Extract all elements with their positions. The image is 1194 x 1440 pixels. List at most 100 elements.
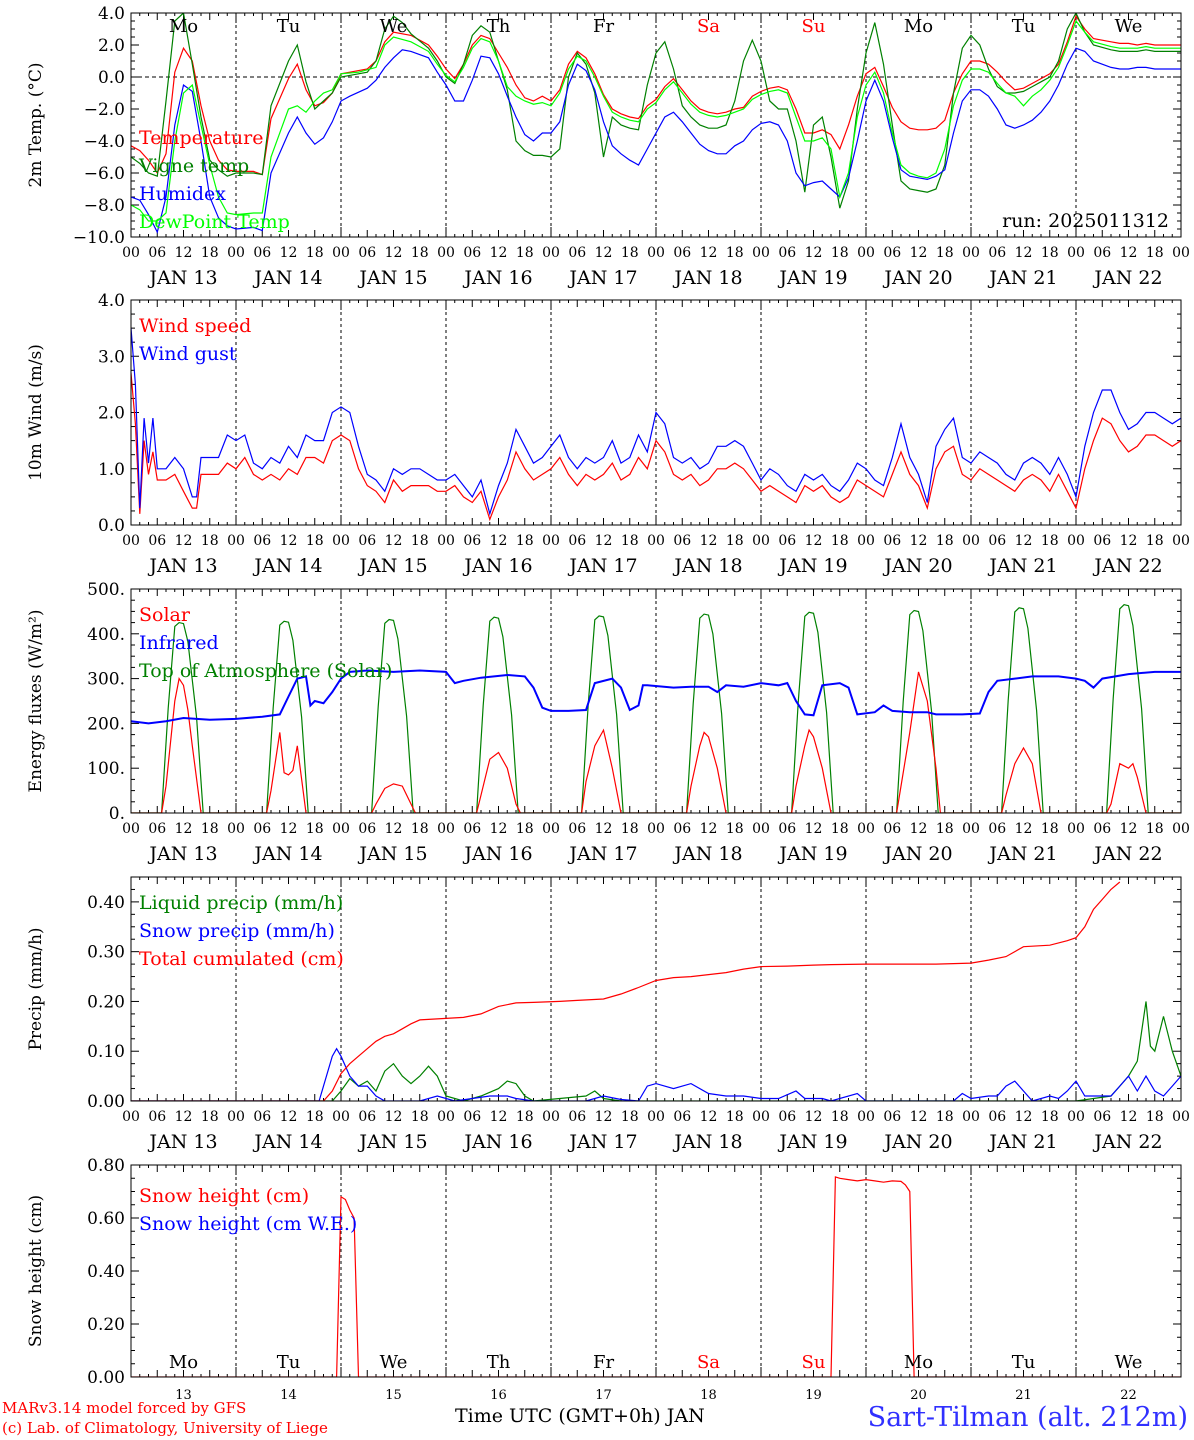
hour-tick-label: 00 (122, 1109, 140, 1125)
y-tick-label: −10.0 (73, 228, 125, 248)
date-label: JAN 13 (147, 555, 217, 577)
day-number: 14 (280, 1388, 297, 1403)
weekday-label: Mo (169, 16, 198, 37)
y-tick-label: 4.0 (98, 4, 125, 24)
legend-entry: DewPoint Temp (139, 211, 290, 233)
hour-tick-label: 00 (1172, 821, 1190, 837)
date-label: JAN 18 (672, 843, 742, 865)
y-tick-label: 3.0 (98, 347, 125, 367)
legend-entry: Temperature (139, 127, 263, 149)
hour-tick-label: 06 (988, 821, 1006, 837)
weekday-label: Tu (1012, 16, 1036, 37)
hour-tick-label: 00 (752, 821, 770, 837)
hour-tick-label: 06 (673, 1109, 691, 1125)
hour-tick-label: 18 (1041, 533, 1059, 549)
date-label: JAN 22 (1092, 1131, 1162, 1153)
hour-tick-label: 06 (883, 1109, 901, 1125)
hour-tick-label: 12 (175, 533, 193, 549)
hour-tick-label: 18 (831, 1109, 849, 1125)
y-tick-label: −4.0 (84, 132, 125, 152)
series-line-wind-speed (131, 373, 1181, 522)
hour-tick-label: 06 (778, 821, 796, 837)
date-label: JAN 22 (1092, 267, 1162, 289)
hour-tick-label: 18 (516, 245, 534, 261)
hour-tick-label: 18 (621, 1109, 639, 1125)
hour-tick-label: 12 (1120, 245, 1138, 261)
series-line-solar (131, 671, 1181, 813)
hour-tick-label: 12 (1015, 533, 1033, 549)
hour-tick-label: 06 (463, 821, 481, 837)
hour-tick-label: 06 (358, 1109, 376, 1125)
date-label: JAN 14 (252, 267, 322, 289)
hour-tick-label: 18 (726, 245, 744, 261)
date-label: JAN 17 (567, 843, 637, 865)
hour-tick-label: 00 (1067, 245, 1085, 261)
hour-tick-label: 18 (1146, 245, 1164, 261)
hour-tick-label: 18 (726, 821, 744, 837)
weekday-label: We (1115, 16, 1143, 37)
y-tick-label: 0.30 (87, 943, 125, 963)
series-line-snow-height-cm- (131, 1176, 1181, 1377)
hour-tick-label: 12 (385, 821, 403, 837)
weekday-label: We (1115, 1352, 1143, 1373)
hour-tick-label: 06 (463, 1109, 481, 1125)
hour-tick-label: 18 (621, 821, 639, 837)
hour-tick-label: 06 (1093, 821, 1111, 837)
date-label: JAN 19 (777, 555, 847, 577)
hour-tick-label: 06 (253, 533, 271, 549)
plot-frame (130, 1164, 1182, 1378)
hour-tick-label: 12 (490, 533, 508, 549)
hour-tick-label: 06 (358, 533, 376, 549)
date-label: JAN 16 (462, 267, 532, 289)
hour-tick-label: 18 (516, 533, 534, 549)
weekday-label: Fr (593, 16, 614, 37)
hour-tick-label: 06 (148, 245, 166, 261)
date-label: JAN 21 (987, 555, 1057, 577)
hour-tick-label: 18 (411, 1109, 429, 1125)
hour-tick-label: 12 (490, 1109, 508, 1125)
hour-tick-label: 06 (568, 533, 586, 549)
series-line-dewpoint-temp (131, 19, 1181, 222)
series-line-liquid-precip-mm-h- (131, 1001, 1181, 1101)
hour-tick-label: 18 (411, 533, 429, 549)
weekday-label: Tu (277, 1352, 301, 1373)
legend-entry: Wind gust (139, 343, 237, 365)
series-line-temperature (131, 14, 1181, 176)
hour-tick-label: 00 (437, 821, 455, 837)
date-label: JAN 17 (567, 555, 637, 577)
weekday-label: Mo (904, 16, 933, 37)
weekday-label: We (380, 16, 408, 37)
series-group (131, 13, 1181, 234)
y-tick-label: 200. (87, 714, 125, 734)
hour-tick-label: 12 (385, 533, 403, 549)
hour-tick-label: 18 (306, 245, 324, 261)
date-label: JAN 20 (882, 267, 952, 289)
hour-tick-label: 18 (936, 1109, 954, 1125)
date-label: JAN 15 (357, 843, 427, 865)
series-line-wind-gust (131, 328, 1181, 516)
hour-tick-label: 00 (647, 1109, 665, 1125)
day-number: 22 (1120, 1388, 1137, 1403)
plot-frame (130, 299, 1182, 526)
hour-tick-label: 18 (831, 533, 849, 549)
y-tick-label: 0.40 (87, 893, 125, 913)
hour-tick-label: 00 (227, 533, 245, 549)
date-label: JAN 21 (987, 1131, 1057, 1153)
panel-4: 0.40 0.30 0.20 0.10 0.00 Precip (mm/h) Liquid … (26, 876, 1190, 1153)
hour-tick-label: 00 (332, 245, 350, 261)
weekday-label: Tu (1012, 1352, 1036, 1373)
date-label: JAN 18 (672, 267, 742, 289)
y-axis-label: Precip (mm/h) (26, 927, 46, 1050)
panel-3: 500. 400. 300. 200. 100. 0. Energy fluxes (W/m… (26, 580, 1190, 865)
y-tick-label: 300. (87, 670, 125, 690)
hour-tick-label: 18 (936, 245, 954, 261)
date-label: JAN 19 (777, 267, 847, 289)
hour-tick-label: 00 (437, 533, 455, 549)
hour-tick-label: 18 (411, 821, 429, 837)
y-tick-label: 2.0 (98, 404, 125, 424)
model-credit: MARv3.14 model forced by GFS (2, 1399, 247, 1417)
date-label: JAN 15 (357, 555, 427, 577)
plot-frame (130, 588, 1182, 814)
hour-tick-label: 12 (1120, 533, 1138, 549)
hour-tick-label: 00 (857, 533, 875, 549)
